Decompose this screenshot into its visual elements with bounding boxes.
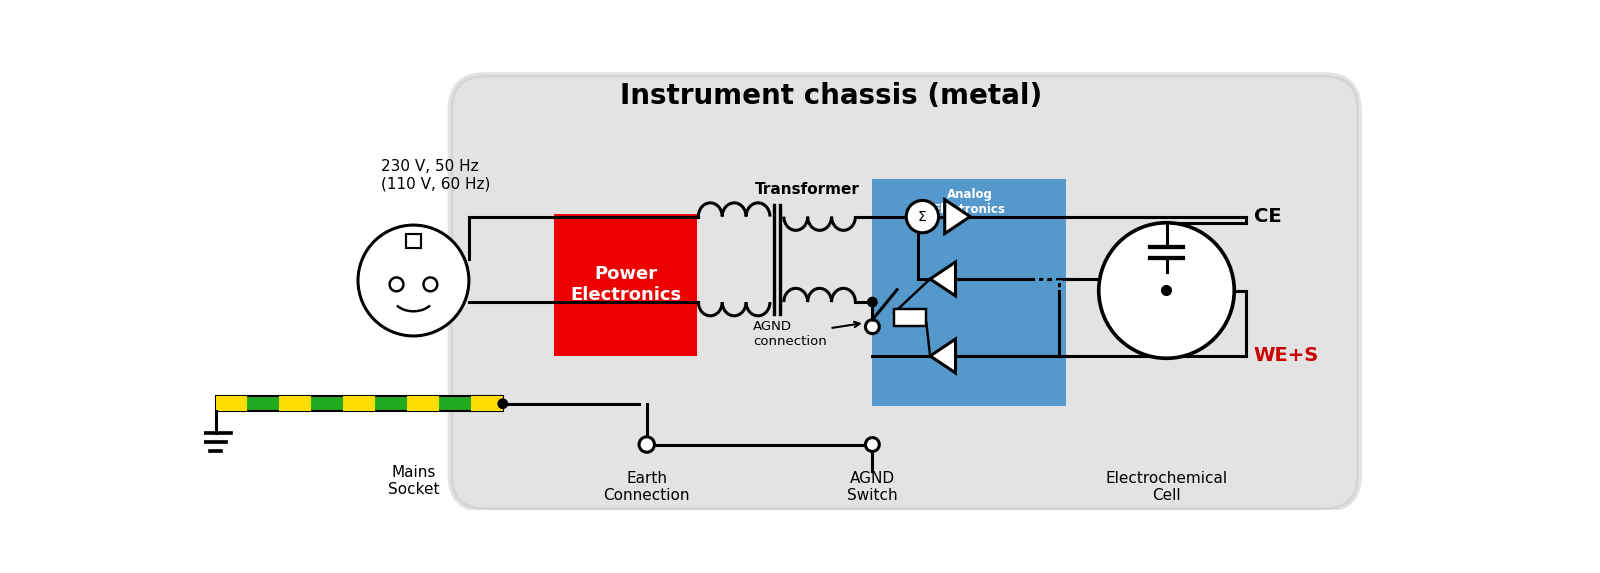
Text: Power
Electronics: Power Electronics	[570, 265, 682, 304]
Circle shape	[424, 277, 437, 291]
Bar	[894, 309, 926, 326]
Circle shape	[389, 277, 403, 291]
Text: Analog
Electronics: Analog Electronics	[933, 188, 1006, 216]
Circle shape	[906, 201, 939, 233]
Circle shape	[638, 437, 654, 452]
Bar	[280, 397, 312, 411]
Text: Mains
Socket: Mains Socket	[387, 465, 438, 497]
Text: 230 V, 50 Hz
(110 V, 60 Hz): 230 V, 50 Hz (110 V, 60 Hz)	[381, 159, 491, 191]
Text: WE+S: WE+S	[1253, 347, 1318, 366]
Circle shape	[1162, 285, 1173, 296]
Text: CE: CE	[1253, 207, 1282, 226]
Text: Earth
Connection: Earth Connection	[603, 470, 690, 503]
Polygon shape	[930, 262, 955, 296]
Bar	[406, 397, 438, 411]
Circle shape	[866, 438, 880, 452]
Bar	[406, 234, 421, 248]
Bar	[554, 214, 698, 356]
Text: $\Sigma$: $\Sigma$	[917, 210, 928, 223]
Bar	[216, 397, 248, 411]
Text: Electrochemical
Cell: Electrochemical Cell	[1106, 470, 1227, 503]
Circle shape	[1099, 223, 1234, 358]
Bar	[470, 397, 502, 411]
Polygon shape	[930, 339, 955, 373]
Circle shape	[498, 398, 509, 409]
Circle shape	[867, 297, 878, 308]
Text: Transformer: Transformer	[754, 182, 859, 197]
Polygon shape	[944, 199, 970, 234]
FancyBboxPatch shape	[451, 75, 1358, 510]
Text: RE: RE	[1032, 274, 1064, 295]
Bar	[342, 397, 374, 411]
Text: AGND
Switch: AGND Switch	[846, 470, 898, 503]
Circle shape	[866, 320, 880, 333]
Circle shape	[358, 225, 469, 336]
Bar	[872, 179, 1067, 406]
Text: Instrument chassis (metal): Instrument chassis (metal)	[621, 82, 1043, 109]
Text: AGND
connection: AGND connection	[754, 320, 859, 348]
Bar	[216, 397, 502, 411]
